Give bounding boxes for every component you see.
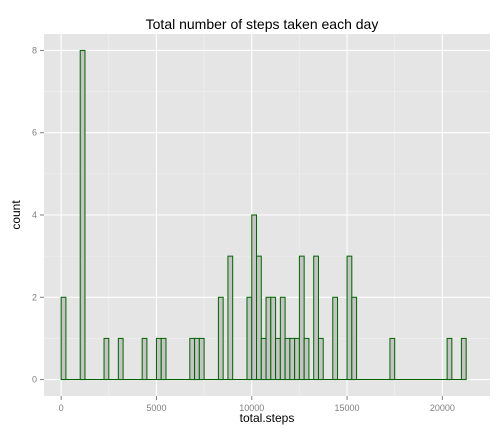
histogram-bar [289,337,296,381]
histogram-bar [141,337,148,381]
histogram-bar [332,296,339,381]
histogram-bar [246,296,253,381]
histogram-bars [60,49,467,381]
histogram-bar [256,255,262,381]
x-tick-label: 20000 [430,403,455,413]
y-tick-label: 2 [32,292,37,302]
histogram-bar [198,337,205,381]
histogram-bar [270,296,277,381]
histogram-bar [251,214,258,381]
y-tick-label: 6 [32,128,37,138]
histogram-bar [103,337,110,381]
chart-title: Total number of steps taken each day [146,16,379,32]
histogram-bar [446,337,453,381]
histogram-bar [117,337,124,381]
histogram-bar [275,337,281,381]
histogram-bar [389,337,396,381]
histogram-bar [346,255,353,381]
y-tick-label: 0 [32,375,37,385]
y-tick-label: 8 [32,45,37,55]
histogram-bar [155,337,162,381]
x-tick-label: 15000 [335,403,360,413]
x-tick-label: 5000 [146,403,166,413]
histogram-bar [351,296,358,381]
y-tick-label: 4 [32,210,37,220]
histogram-bar [227,255,234,381]
histogram-bar [160,337,167,381]
x-tick-label: 10000 [239,403,264,413]
x-axis-label: total.steps [240,411,295,425]
x-tick-label: 0 [59,403,64,413]
histogram-bar [79,49,86,381]
histogram-bar [298,255,305,381]
histogram-bar [284,337,291,381]
histogram-bar [189,337,196,381]
histogram-bar [265,296,272,381]
histogram-bar [260,337,267,381]
y-axis-label: count [9,200,23,230]
histogram-bar [217,296,224,381]
histogram-bar [313,255,319,381]
histogram-bar [317,337,324,381]
histogram-bar [194,337,200,381]
histogram-bar [60,296,67,381]
histogram-bar [294,337,300,381]
histogram-bar [279,296,286,381]
histogram-bar [460,337,467,381]
histogram-bar [303,337,310,381]
axis-ticks: 0 5000 10000 15000 20000 0 2 4 6 8 [32,45,455,413]
